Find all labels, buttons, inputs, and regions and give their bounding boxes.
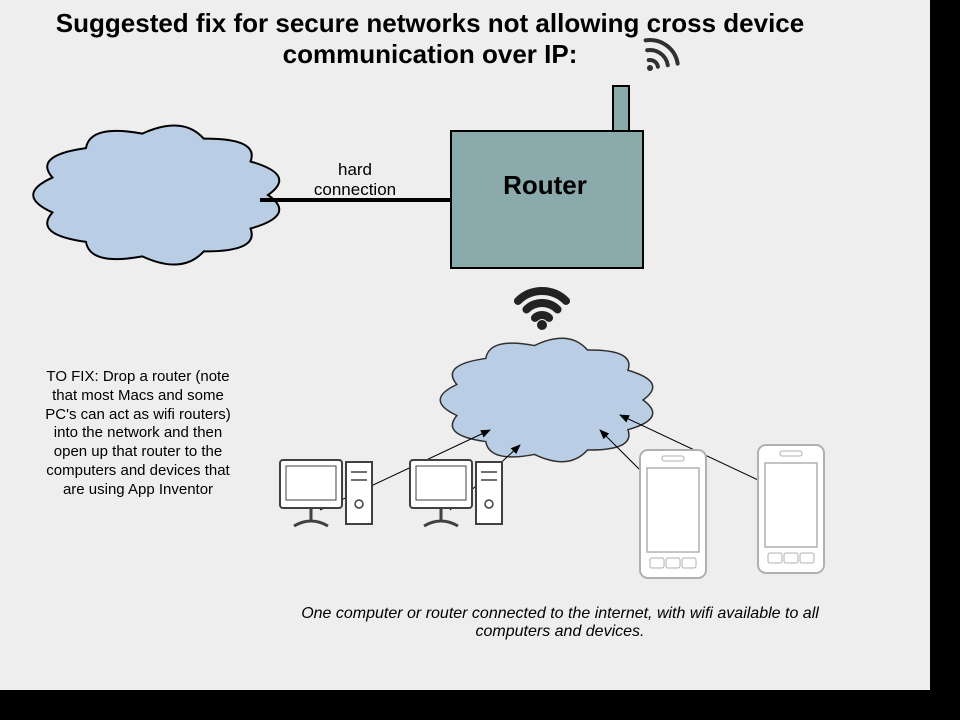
router-label: Router bbox=[495, 170, 595, 201]
diagram-canvas: Suggested fix for secure networks not al… bbox=[0, 0, 930, 690]
fix-note: TO FIX: Drop a router (note that most Ma… bbox=[38, 368, 238, 499]
device-to-cloud-arrow bbox=[450, 445, 520, 510]
hard-connection-label: hard connection bbox=[305, 160, 405, 200]
overlay-svg bbox=[0, 0, 930, 690]
diagram-title: Suggested fix for secure networks not al… bbox=[50, 8, 810, 70]
internet-label: Internet bbox=[103, 179, 198, 210]
device-to-cloud-arrow bbox=[600, 430, 670, 500]
device-to-cloud-arrow bbox=[320, 430, 490, 510]
local-network-cloud-icon bbox=[440, 338, 652, 461]
caption-text: One computer or router connected to the … bbox=[290, 605, 830, 641]
router-antenna bbox=[612, 85, 630, 134]
device-to-cloud-arrow bbox=[620, 415, 790, 495]
